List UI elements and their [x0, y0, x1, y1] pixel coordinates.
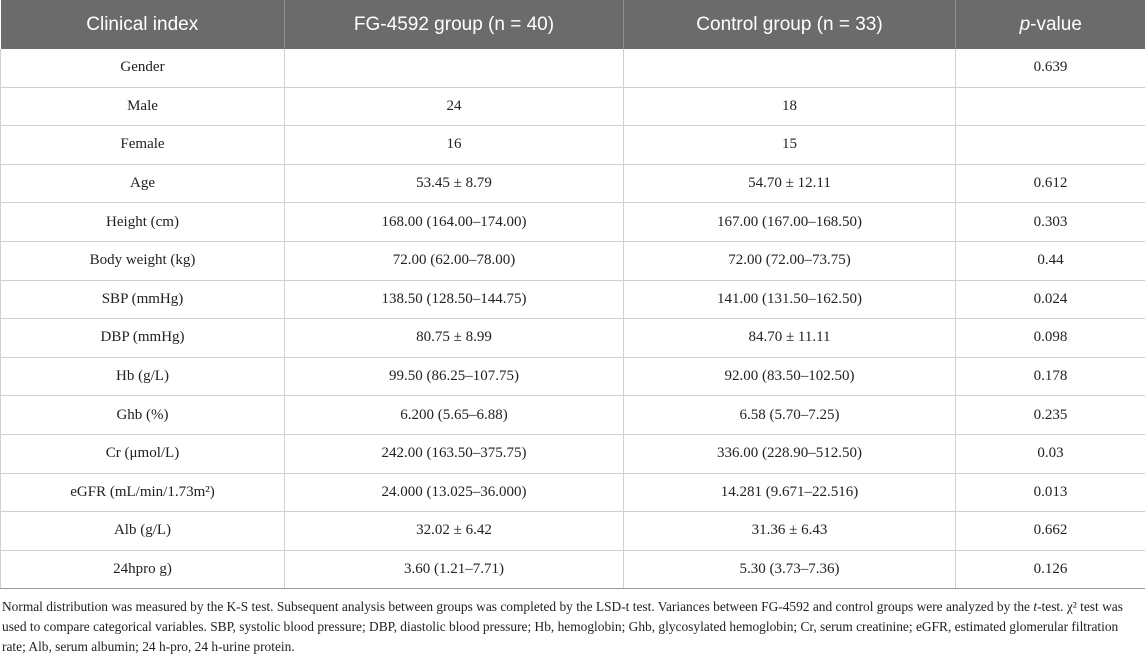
footnote-part1: Normal distribution was measured by the …: [2, 599, 1033, 614]
cell-fg: 138.50 (128.50–144.75): [285, 280, 624, 319]
cell-index: Cr (μmol/L): [1, 434, 285, 473]
header-clinical-index: Clinical index: [1, 0, 285, 49]
cell-p: 0.024: [956, 280, 1145, 319]
table-row: eGFR (mL/min/1.73m²)24.000 (13.025–36.00…: [1, 473, 1145, 512]
cell-fg: 16: [285, 126, 624, 165]
cell-index: Ghb (%): [1, 396, 285, 435]
cell-index: SBP (mmHg): [1, 280, 285, 319]
cell-control: 84.70 ± 11.11: [624, 319, 956, 358]
cell-fg: 24.000 (13.025–36.000): [285, 473, 624, 512]
cell-control: 92.00 (83.50–102.50): [624, 357, 956, 396]
cell-p: 0.612: [956, 164, 1145, 203]
table-row: Body weight (kg)72.00 (62.00–78.00)72.00…: [1, 241, 1145, 280]
cell-p: 0.013: [956, 473, 1145, 512]
cell-p: 0.03: [956, 434, 1145, 473]
cell-index: Male: [1, 87, 285, 126]
cell-control: 167.00 (167.00–168.50): [624, 203, 956, 242]
cell-fg: 72.00 (62.00–78.00): [285, 241, 624, 280]
cell-control: 31.36 ± 6.43: [624, 512, 956, 551]
cell-index: Female: [1, 126, 285, 165]
cell-control: 14.281 (9.671–22.516): [624, 473, 956, 512]
cell-index: eGFR (mL/min/1.73m²): [1, 473, 285, 512]
cell-p: [956, 87, 1145, 126]
cell-index: Hb (g/L): [1, 357, 285, 396]
table-footnote: Normal distribution was measured by the …: [0, 589, 1145, 657]
cell-fg: 99.50 (86.25–107.75): [285, 357, 624, 396]
cell-index: Gender: [1, 49, 285, 87]
cell-p: 0.44: [956, 241, 1145, 280]
clinical-index-table: Clinical index FG-4592 group (n = 40) Co…: [0, 0, 1145, 589]
table-row: Hb (g/L)99.50 (86.25–107.75)92.00 (83.50…: [1, 357, 1145, 396]
cell-index: Alb (g/L): [1, 512, 285, 551]
table-header: Clinical index FG-4592 group (n = 40) Co…: [1, 0, 1145, 49]
cell-control: 72.00 (72.00–73.75): [624, 241, 956, 280]
table-row: Gender 0.639: [1, 49, 1145, 87]
table-row: 24hpro g)3.60 (1.21–7.71)5.30 (3.73–7.36…: [1, 550, 1145, 589]
cell-index: 24hpro g): [1, 550, 285, 589]
cell-control: 18: [624, 87, 956, 126]
cell-index: DBP (mmHg): [1, 319, 285, 358]
cell-fg: 168.00 (164.00–174.00): [285, 203, 624, 242]
header-fg4592-group: FG-4592 group (n = 40): [285, 0, 624, 49]
cell-fg: 53.45 ± 8.79: [285, 164, 624, 203]
cell-control: 141.00 (131.50–162.50): [624, 280, 956, 319]
cell-control: 6.58 (5.70–7.25): [624, 396, 956, 435]
cell-p: [956, 126, 1145, 165]
cell-control: 5.30 (3.73–7.36): [624, 550, 956, 589]
table-row: Height (cm)168.00 (164.00–174.00)167.00 …: [1, 203, 1145, 242]
cell-p: 0.126: [956, 550, 1145, 589]
cell-fg: 3.60 (1.21–7.71): [285, 550, 624, 589]
cell-index: Body weight (kg): [1, 241, 285, 280]
cell-control: [624, 49, 956, 87]
table-row: Ghb (%)6.200 (5.65–6.88)6.58 (5.70–7.25)…: [1, 396, 1145, 435]
cell-p: 0.178: [956, 357, 1145, 396]
cell-fg: 24: [285, 87, 624, 126]
cell-fg: [285, 49, 624, 87]
cell-p: 0.235: [956, 396, 1145, 435]
header-row: Clinical index FG-4592 group (n = 40) Co…: [1, 0, 1145, 49]
header-p-italic: p: [1020, 14, 1031, 35]
cell-p: 0.639: [956, 49, 1145, 87]
cell-p: 0.098: [956, 319, 1145, 358]
header-p-rest: -value: [1030, 14, 1082, 35]
cell-control: 15: [624, 126, 956, 165]
cell-control: 54.70 ± 12.11: [624, 164, 956, 203]
table-row: SBP (mmHg)138.50 (128.50–144.75)141.00 (…: [1, 280, 1145, 319]
cell-p: 0.662: [956, 512, 1145, 551]
cell-fg: 6.200 (5.65–6.88): [285, 396, 624, 435]
cell-fg: 242.00 (163.50–375.75): [285, 434, 624, 473]
cell-control: 336.00 (228.90–512.50): [624, 434, 956, 473]
cell-fg: 32.02 ± 6.42: [285, 512, 624, 551]
header-p-value: p-value: [956, 0, 1145, 49]
cell-fg: 80.75 ± 8.99: [285, 319, 624, 358]
header-control-group: Control group (n = 33): [624, 0, 956, 49]
cell-p: 0.303: [956, 203, 1145, 242]
table-row: Cr (μmol/L)242.00 (163.50–375.75)336.00 …: [1, 434, 1145, 473]
cell-index: Age: [1, 164, 285, 203]
cell-index: Height (cm): [1, 203, 285, 242]
